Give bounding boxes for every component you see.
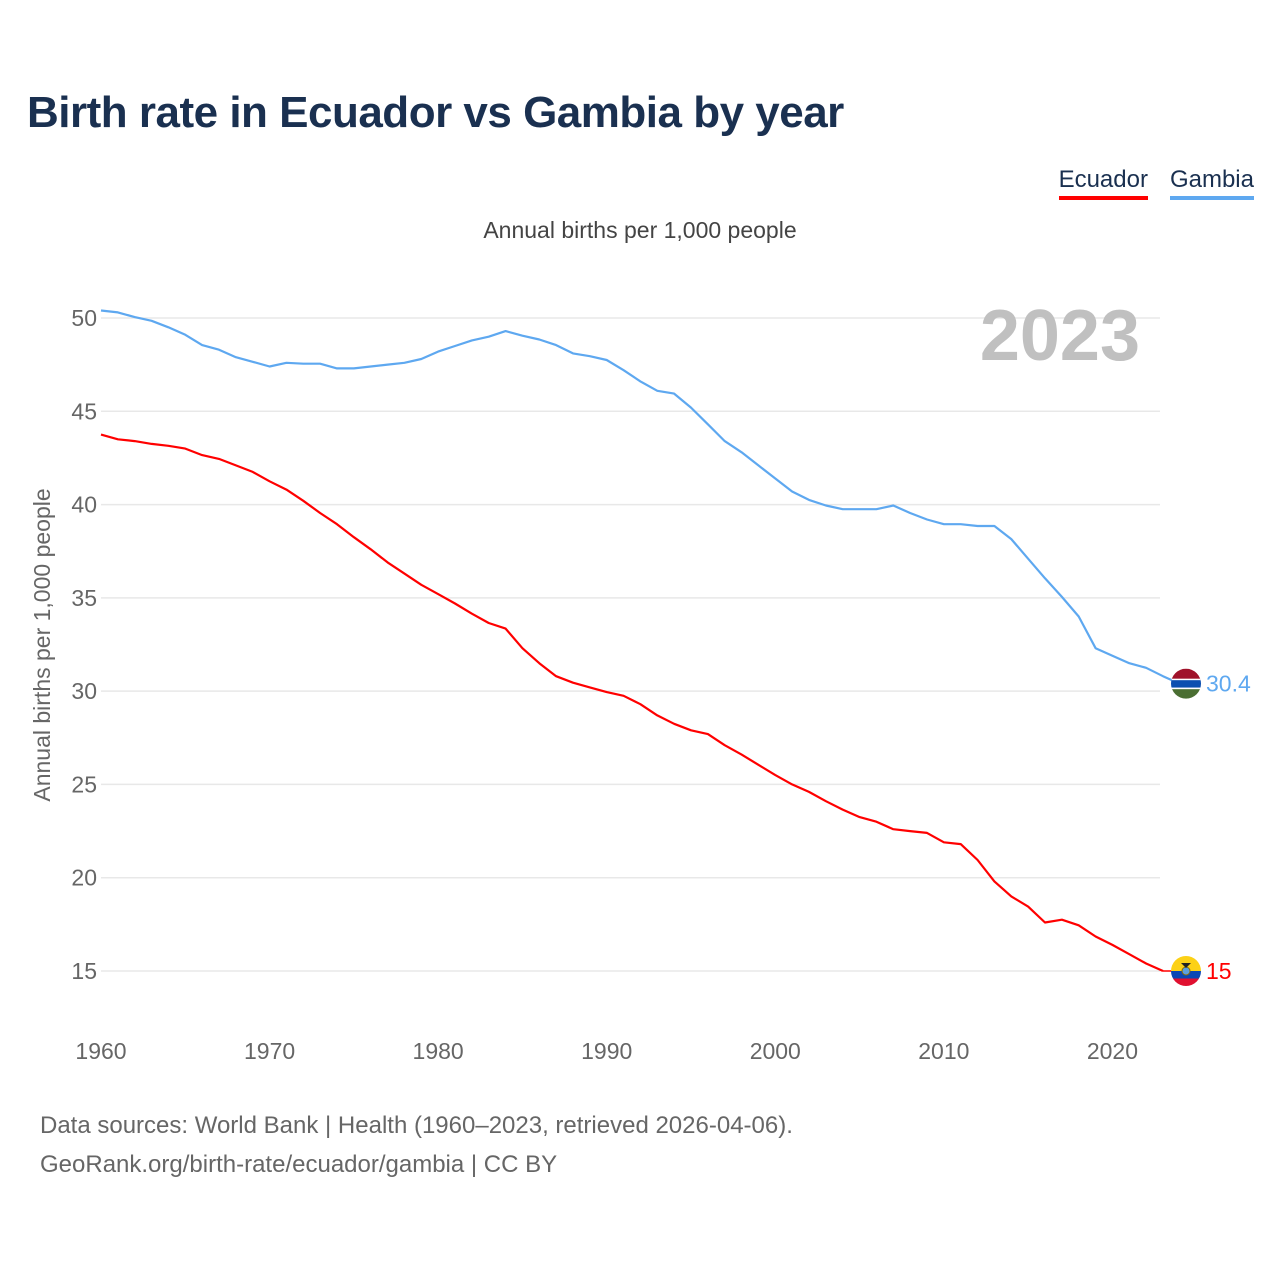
y-tick-label: 35 xyxy=(71,585,97,611)
legend-gambia[interactable]: Gambia xyxy=(1169,166,1254,200)
y-tick-label: 45 xyxy=(71,398,97,424)
y-tick-label: 15 xyxy=(71,958,97,984)
series-line-gambia xyxy=(100,309,1181,685)
y-tick-label: 40 xyxy=(71,492,97,518)
source-line-1: Data sources: World Bank | Health (1960–… xyxy=(40,1112,793,1139)
flag-gambia-icon xyxy=(1171,668,1201,699)
y-tick-label: 20 xyxy=(71,865,97,891)
x-tick-label: 1990 xyxy=(581,1038,632,1064)
x-tick-label: 1980 xyxy=(413,1038,464,1064)
x-tick-label: 1970 xyxy=(244,1038,295,1064)
x-tick-label: 2000 xyxy=(750,1038,801,1064)
y-tick-label: 25 xyxy=(71,771,97,797)
chart-subtitle: Annual births per 1,000 people xyxy=(483,217,797,243)
source-note: Data sources: World Bank | Health (1960–… xyxy=(40,1106,793,1184)
y-tick-label: 50 xyxy=(71,305,97,331)
end-value-label: 30.4 xyxy=(1206,671,1251,697)
chart-title: Birth rate in Ecuador vs Gambia by year xyxy=(27,88,844,137)
flag-ecuador-icon xyxy=(1171,956,1201,986)
source-line-2[interactable]: GeoRank.org/birth-rate/ecuador/gambia | … xyxy=(40,1151,558,1178)
y-axis-label: Annual births per 1,000 people xyxy=(29,488,55,801)
x-tick-label: 1960 xyxy=(75,1038,126,1064)
end-value-label: 15 xyxy=(1206,958,1232,984)
series-line-ecuador xyxy=(100,433,1164,973)
year-watermark: 2023 xyxy=(980,296,1140,376)
legend: Ecuador Gambia xyxy=(1058,166,1254,200)
x-tick-label: 2010 xyxy=(918,1038,969,1064)
x-tick-label: 2020 xyxy=(1087,1038,1138,1064)
y-tick-label: 30 xyxy=(71,678,97,704)
legend-ecuador[interactable]: Ecuador xyxy=(1058,166,1148,200)
